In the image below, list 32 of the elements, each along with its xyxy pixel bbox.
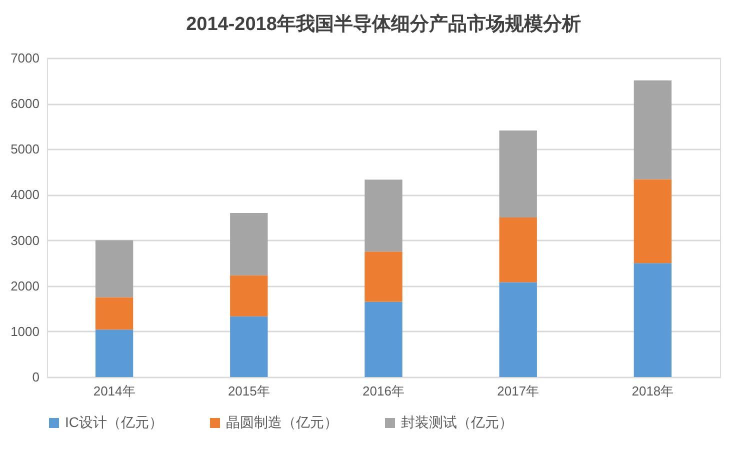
y-tick-label: 5000	[10, 142, 40, 157]
legend-label: 封装测试（亿元）	[401, 414, 513, 430]
x-tick-label: 2017年	[497, 384, 540, 398]
bar	[634, 179, 672, 264]
chart-title: 2014-2018年我国半导体细分产品市场规模分析	[186, 13, 581, 35]
bar	[364, 180, 402, 252]
bar	[95, 297, 134, 330]
bar	[230, 316, 268, 377]
legend-label: 晶圆制造（亿元）	[226, 414, 338, 430]
y-tick-label: 3000	[10, 232, 40, 248]
x-tick-label: 2015年	[228, 384, 270, 398]
bar	[634, 263, 672, 377]
bar	[95, 330, 134, 377]
bar	[499, 282, 537, 377]
x-tick-label: 2014年	[93, 384, 136, 398]
x-tick-label: 2018年	[632, 384, 674, 398]
y-tick-label: 4000	[10, 187, 40, 202]
bar	[634, 80, 672, 180]
bar	[499, 130, 537, 218]
bar	[364, 302, 402, 377]
y-tick-label: 1000	[10, 324, 40, 339]
x-tick-label: 2016年	[362, 384, 404, 398]
bar	[95, 240, 134, 298]
bar	[230, 212, 268, 276]
bar	[364, 252, 402, 302]
y-tick-label: 0	[32, 370, 40, 384]
y-tick-label: 2000	[10, 278, 40, 294]
y-tick-label: 6000	[10, 96, 40, 112]
bar	[499, 218, 537, 282]
legend-label: IC设计（亿元）	[65, 414, 163, 430]
y-tick-label: 7000	[10, 50, 40, 66]
bar	[230, 275, 268, 316]
